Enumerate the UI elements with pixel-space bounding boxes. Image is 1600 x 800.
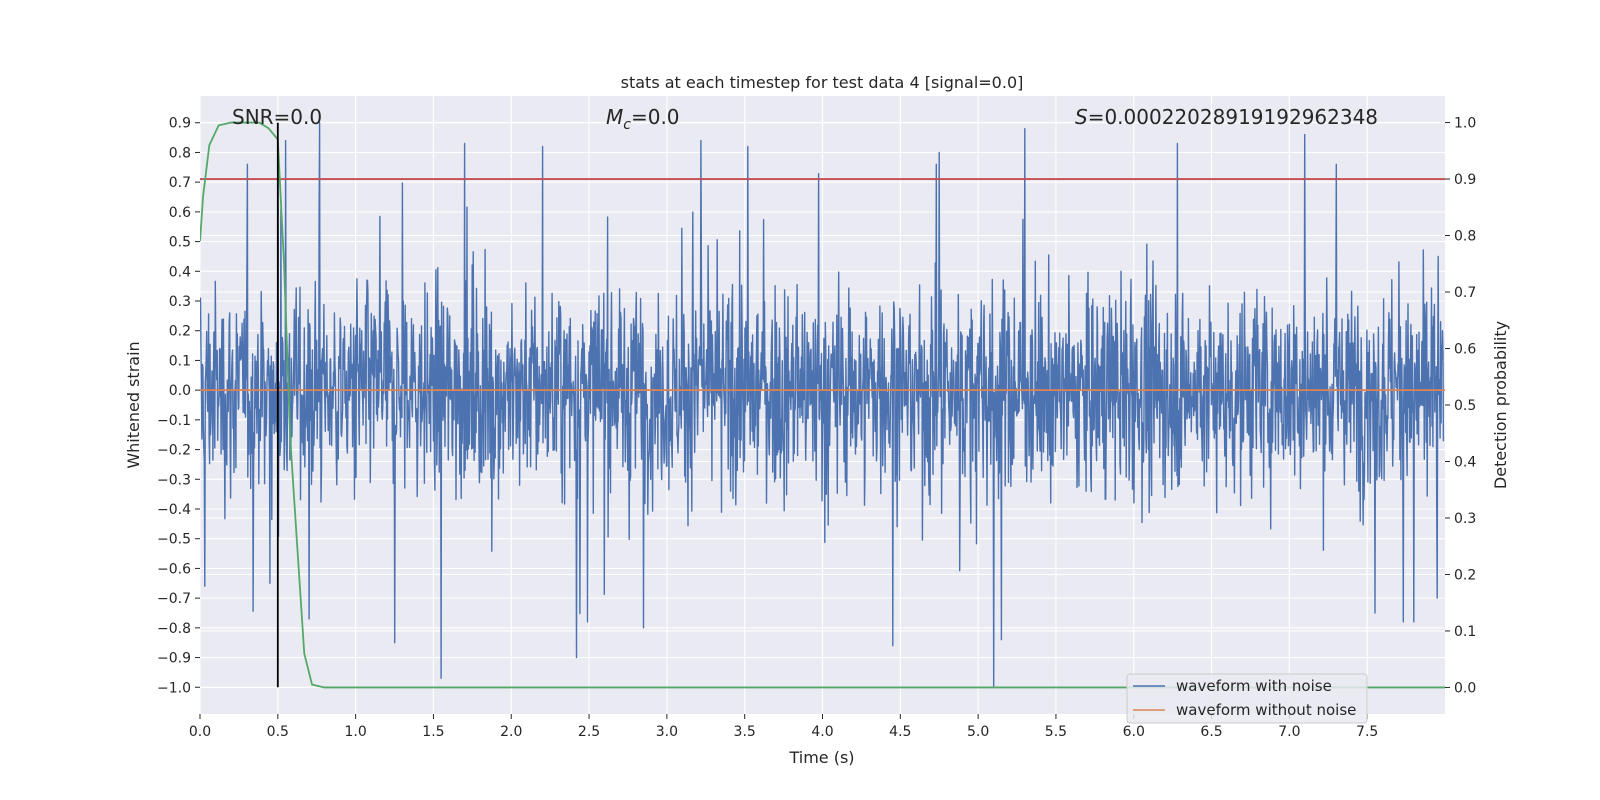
y-axis: 0.9 0.8 0.7 0.6 0.5 0.4 0.3 0.2 0.1 0.0 −0.1 −0.2 −0… [157, 116, 200, 696]
y2-tick-label: 0.7 [1454, 285, 1476, 301]
y-tick-label: 0.5 [169, 235, 191, 251]
x-tick-label: 5.5 [1045, 724, 1067, 740]
x-tick-label: 1.0 [344, 724, 366, 740]
y-tick-label: 0.8 [169, 145, 191, 161]
y2-tick-label: 0.6 [1454, 342, 1476, 358]
y-tick-label: −0.4 [157, 502, 191, 518]
x-tick-label: 6.5 [1200, 724, 1222, 740]
y-tick-label: 0.7 [169, 175, 191, 191]
x-tick-label: 1.5 [422, 724, 444, 740]
y-tick-label: 0.1 [169, 353, 191, 369]
y-tick-label: −0.7 [157, 591, 191, 607]
x-tick-label: 4.5 [889, 724, 911, 740]
chirp-mass-symbol: M [606, 105, 623, 129]
chirp-mass-value: =0.0 [631, 105, 680, 129]
series-waveform-with-noise [200, 122, 1445, 688]
x-tick-label: 3.0 [656, 724, 678, 740]
y-tick-label: 0.0 [169, 383, 191, 399]
y-tick-label: 0.4 [169, 264, 191, 280]
x-tick-label: 0.0 [189, 724, 211, 740]
s-annotation: S=0.0002202891919296234​8 [1075, 105, 1378, 129]
y2-tick-label: 0.4 [1454, 454, 1476, 470]
x-tick-label: 4.0 [811, 724, 833, 740]
legend-box [1126, 673, 1368, 724]
y-tick-label: 0.9 [169, 116, 191, 132]
y2-tick-label: 0.1 [1454, 624, 1476, 640]
y2-tick-label: 0.8 [1454, 229, 1476, 245]
y2-tick-label: 0.9 [1454, 172, 1476, 188]
y-tick-label: −0.2 [157, 443, 191, 459]
y-tick-label: 0.6 [169, 205, 191, 221]
s-value: =0.0002202891919296234​8 [1088, 105, 1378, 129]
legend-label-noise: waveform with noise [1176, 677, 1332, 695]
y-tick-label: 0.2 [169, 324, 191, 340]
x-tick-label: 5.0 [967, 724, 989, 740]
x-tick-label: 6.0 [1123, 724, 1145, 740]
chirp-mass-subscript: c [623, 117, 631, 133]
chirp-mass-annotation: Mc=0.0 [606, 105, 680, 133]
y-axis-label: Whitened strain [124, 341, 143, 468]
y-tick-label: −0.8 [157, 621, 191, 637]
y-tick-label: −0.1 [157, 413, 191, 429]
y-tick-label: 0.3 [169, 294, 191, 310]
snr-annotation: SNR=0.0 [232, 105, 322, 129]
x-axis-label: Time (s) [788, 748, 854, 767]
y2-tick-label: 0.5 [1454, 398, 1476, 414]
y-tick-label: −1.0 [157, 680, 191, 696]
x-tick-label: 2.0 [500, 724, 522, 740]
x-tick-label: 0.5 [267, 724, 289, 740]
y-tick-label: −0.9 [157, 651, 191, 667]
y2-tick-label: 0.3 [1454, 511, 1476, 527]
s-symbol: S [1075, 105, 1088, 129]
y2-tick-label: 0.0 [1454, 680, 1476, 696]
chart-title: stats at each timestep for test data 4 [… [621, 73, 1024, 92]
y-tick-label: −0.6 [157, 561, 191, 577]
y-tick-label: −0.3 [157, 472, 191, 488]
y2-tick-label: 0.2 [1454, 567, 1476, 583]
y2-axis: 1.0 0.9 0.8 0.7 0.6 0.5 0.4 0.3 0.2 0.1 0.0 [1445, 116, 1476, 696]
x-tick-label: 3.5 [734, 724, 756, 740]
y-tick-label: −0.5 [157, 532, 191, 548]
y2-axis-label: Detection probability [1491, 321, 1510, 489]
x-axis: 0.0 0.5 1.0 1.5 2.0 2.5 3.0 3.5 4.0 4.5 5.0 5.5 6.0 6… [189, 714, 1378, 740]
y2-tick-label: 1.0 [1454, 116, 1476, 132]
x-tick-label: 2.5 [578, 724, 600, 740]
legend-label-clean: waveform without noise [1176, 701, 1356, 719]
x-tick-label: 7.0 [1278, 724, 1300, 740]
x-tick-label: 7.5 [1356, 724, 1378, 740]
legend: waveform with noise waveform without noi… [1126, 673, 1368, 724]
